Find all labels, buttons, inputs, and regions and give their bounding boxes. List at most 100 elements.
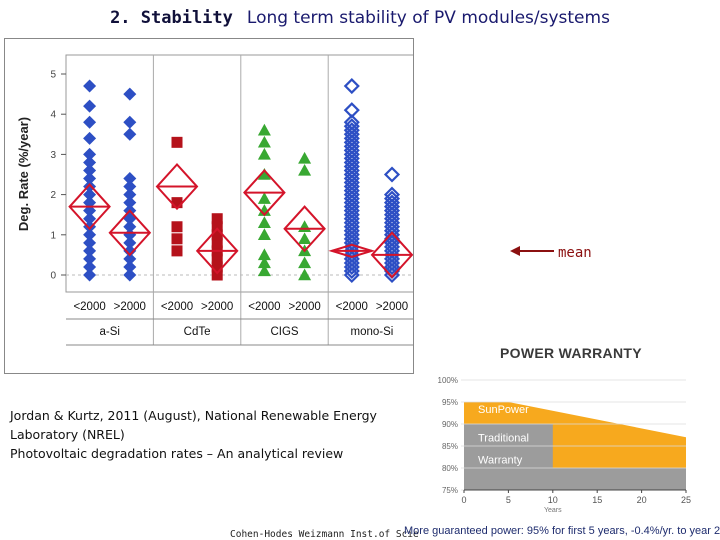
data-point xyxy=(123,260,137,274)
period-label-row: <2000 >2000 a-Si <2000 >2000 CdTe <2000 >2000 CI… xyxy=(66,301,413,346)
data-point xyxy=(257,248,271,261)
mean-arrow-icon xyxy=(510,246,554,256)
warranty-title: POWER WARRANTY xyxy=(500,345,642,361)
data-point xyxy=(83,131,97,145)
period-subgroup xyxy=(243,123,286,277)
data-point xyxy=(257,216,271,228)
slide-number: 2. Stability xyxy=(110,8,233,28)
period-subgroup xyxy=(328,78,376,284)
y-tick-label: 1 xyxy=(50,230,56,241)
warranty-y-tick-label: 100% xyxy=(438,376,458,385)
data-point xyxy=(257,123,271,136)
technology-group xyxy=(328,78,413,284)
period-subgroup xyxy=(370,166,413,284)
footer-credit: Cohen-Hodes Weizmann Inst.of Scie xyxy=(230,529,419,540)
data-point xyxy=(343,114,360,131)
data-point xyxy=(298,268,312,281)
data-point xyxy=(83,172,97,186)
technology-label: CdTe xyxy=(184,326,211,338)
period-label: <2000 xyxy=(248,301,280,313)
data-point xyxy=(171,221,183,233)
data-point xyxy=(298,256,312,269)
period-label: <2000 xyxy=(161,301,193,313)
data-point xyxy=(83,115,97,129)
data-point xyxy=(298,151,312,164)
technology-group xyxy=(243,123,326,281)
data-point xyxy=(83,99,97,113)
data-point xyxy=(83,188,97,202)
plot-border xyxy=(65,54,413,293)
data-point xyxy=(83,79,97,93)
technology-label: a-Si xyxy=(99,326,119,338)
data-point xyxy=(257,256,271,269)
sunpower-label: SunPower xyxy=(478,404,529,416)
y-tick-label: 2 xyxy=(50,190,56,201)
period-subgroup xyxy=(195,213,239,281)
data-point xyxy=(123,127,137,141)
traditional-label-line: Warranty xyxy=(478,455,523,467)
data-point xyxy=(257,192,271,204)
data-point xyxy=(211,229,223,241)
data-point xyxy=(123,180,137,194)
data-point xyxy=(123,115,137,129)
citation: Jordan & Kurtz, 2011 (August), National … xyxy=(10,406,410,463)
y-axis-label: Deg. Rate (%/year) xyxy=(16,117,31,231)
data-point xyxy=(123,172,137,186)
citation-line: Jordan & Kurtz, 2011 (August), National … xyxy=(10,408,377,423)
period-label: >2000 xyxy=(114,301,146,313)
warranty-y-tick-label: 80% xyxy=(442,464,458,473)
warranty-caption: More guaranteed power: 95% for first 5 y… xyxy=(404,525,720,537)
y-tick-label: 5 xyxy=(50,70,56,81)
data-point xyxy=(83,236,97,250)
data-point xyxy=(343,102,360,119)
data-point xyxy=(211,269,223,281)
data-point xyxy=(171,233,183,245)
data-point xyxy=(257,168,271,180)
period-label: >2000 xyxy=(376,301,408,313)
warranty-y-tick-label: 90% xyxy=(442,420,458,429)
data-point xyxy=(83,228,97,242)
period-subgroup xyxy=(68,79,111,282)
warranty-y-tick-label: 75% xyxy=(442,486,458,495)
data-point xyxy=(83,268,97,282)
y-tick-label: 3 xyxy=(50,150,56,161)
data-point xyxy=(123,220,137,234)
data-point xyxy=(171,136,183,148)
data-point xyxy=(83,180,97,194)
data-point xyxy=(123,268,137,282)
data-point xyxy=(123,87,137,101)
data-point xyxy=(83,244,97,258)
data-point xyxy=(83,260,97,274)
data-point xyxy=(211,221,223,233)
data-point xyxy=(211,237,223,249)
technology-group xyxy=(68,79,152,282)
technology-label: mono-Si xyxy=(350,326,393,338)
data-point xyxy=(171,197,183,209)
citation-line: Photovoltaic degradation rates – An anal… xyxy=(10,446,344,461)
period-subgroup xyxy=(283,151,326,281)
warranty-x-tick-label: 0 xyxy=(461,495,466,505)
data-point xyxy=(83,220,97,234)
data-point xyxy=(123,236,137,250)
warranty-x-axis-label: Years xyxy=(544,507,562,514)
data-point xyxy=(211,213,223,225)
period-label: <2000 xyxy=(336,301,368,313)
traditional-label-line: Traditional xyxy=(478,433,529,445)
data-point xyxy=(83,212,97,226)
data-point xyxy=(123,252,137,266)
data-point xyxy=(123,188,137,202)
data-point xyxy=(211,261,223,273)
warranty-y-tick-label: 95% xyxy=(442,398,458,407)
data-point xyxy=(123,228,137,242)
warranty-y-tick-label: 85% xyxy=(442,442,458,451)
data-point xyxy=(298,163,312,176)
plot-area: 0 1 2 3 4 5 xyxy=(50,54,413,345)
data-point xyxy=(257,264,271,277)
mean-label: mean xyxy=(558,245,592,261)
data-point xyxy=(83,163,97,177)
data-point xyxy=(257,204,271,216)
data-point xyxy=(211,253,223,265)
period-label: >2000 xyxy=(288,301,320,313)
technology-label: CIGS xyxy=(270,326,298,338)
